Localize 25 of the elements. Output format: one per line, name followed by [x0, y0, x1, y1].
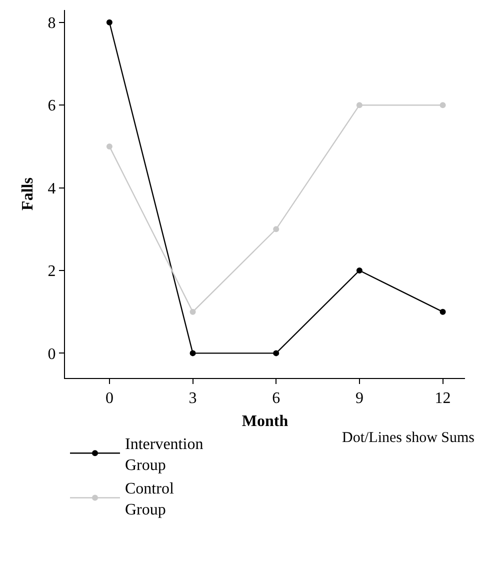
point	[440, 102, 446, 108]
x-tick-label: 0	[105, 390, 114, 408]
legend-label: Intervention Group	[125, 436, 204, 474]
x-tick-label: 3	[188, 390, 197, 408]
point	[440, 308, 446, 315]
x-axis-title: Month	[242, 412, 288, 430]
point	[190, 308, 196, 315]
y-tick-label: 4	[48, 180, 56, 198]
y-axis-title: Falls	[20, 178, 37, 210]
x-tick-label: 9	[355, 390, 364, 408]
x-tick-label: 6	[272, 390, 280, 408]
point	[273, 226, 280, 232]
x-tick-label: 12	[434, 390, 451, 408]
y-tick-label: 0	[48, 346, 56, 363]
point	[356, 102, 362, 108]
point	[356, 267, 362, 274]
y-tick-label: 6	[48, 98, 56, 115]
point	[190, 350, 196, 356]
text: Dot/Lines show Sums	[342, 430, 475, 446]
y-tick-label: 2	[48, 263, 56, 280]
legend-label: Control Group	[125, 480, 174, 518]
point	[273, 350, 280, 356]
point	[106, 19, 112, 26]
point	[106, 143, 112, 150]
y-tick-label: 8	[48, 15, 56, 32]
